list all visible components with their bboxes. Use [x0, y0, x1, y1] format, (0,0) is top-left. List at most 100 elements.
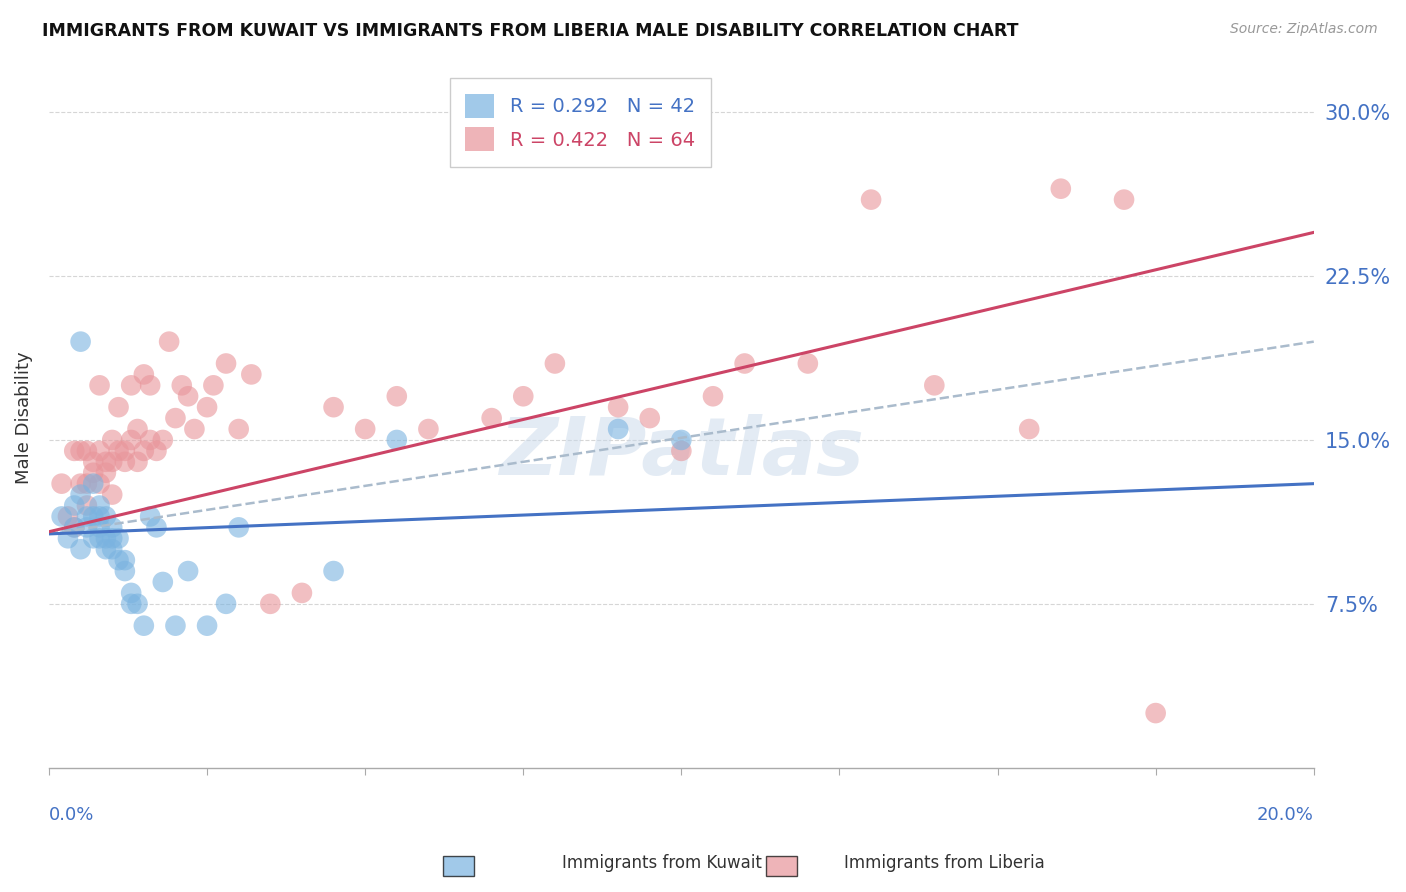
Point: [1112, 193, 1135, 207]
Point: [89, 443, 111, 458]
Point: [120, 597, 142, 611]
Point: [89, 499, 111, 513]
Point: [177, 389, 200, 403]
Point: [120, 433, 142, 447]
Point: [89, 476, 111, 491]
Point: [702, 389, 724, 403]
Point: [322, 400, 344, 414]
Point: [354, 422, 377, 436]
Point: [145, 520, 167, 534]
Point: [215, 597, 238, 611]
Point: [1049, 182, 1071, 196]
Point: [1144, 706, 1167, 720]
Point: [51, 509, 73, 524]
Point: [107, 443, 129, 458]
Point: [69, 487, 91, 501]
Point: [177, 564, 200, 578]
Point: [63, 520, 86, 534]
Point: [82, 455, 104, 469]
Point: [101, 542, 124, 557]
Point: [202, 378, 225, 392]
Point: [94, 542, 117, 557]
Point: [734, 356, 756, 370]
Point: [76, 509, 98, 524]
Point: [145, 443, 167, 458]
Point: [76, 499, 98, 513]
Point: [195, 618, 218, 632]
Point: [607, 422, 630, 436]
Point: [101, 433, 124, 447]
Point: [76, 520, 98, 534]
Point: [63, 443, 86, 458]
Point: [139, 509, 162, 524]
Point: [638, 411, 661, 425]
Point: [671, 433, 693, 447]
Text: 20.0%: 20.0%: [1257, 806, 1313, 824]
Point: [259, 597, 281, 611]
Point: [671, 443, 693, 458]
Point: [127, 597, 149, 611]
Point: [120, 586, 142, 600]
Point: [101, 531, 124, 545]
Point: [127, 455, 149, 469]
Point: [114, 455, 136, 469]
Point: [56, 531, 79, 545]
Point: [94, 455, 117, 469]
Point: [114, 443, 136, 458]
Text: Source: ZipAtlas.com: Source: ZipAtlas.com: [1230, 22, 1378, 37]
Point: [89, 520, 111, 534]
Point: [101, 520, 124, 534]
Point: [82, 476, 104, 491]
Point: [63, 520, 86, 534]
Point: [385, 389, 408, 403]
Point: [94, 466, 117, 480]
Point: [152, 433, 174, 447]
Point: [63, 499, 86, 513]
Point: [89, 378, 111, 392]
Point: [860, 193, 883, 207]
Point: [69, 443, 91, 458]
Point: [215, 356, 238, 370]
Point: [165, 411, 187, 425]
Text: ZIPatlas: ZIPatlas: [499, 414, 863, 492]
Point: [228, 422, 250, 436]
Point: [152, 574, 174, 589]
Point: [120, 378, 142, 392]
Point: [69, 476, 91, 491]
Point: [56, 509, 79, 524]
Point: [76, 476, 98, 491]
Point: [107, 553, 129, 567]
Point: [165, 618, 187, 632]
Point: [132, 618, 155, 632]
Text: Immigrants from Kuwait: Immigrants from Kuwait: [562, 855, 762, 872]
Point: [797, 356, 820, 370]
Point: [76, 443, 98, 458]
Point: [132, 443, 155, 458]
Legend: R = 0.292   N = 42, R = 0.422   N = 64: R = 0.292 N = 42, R = 0.422 N = 64: [450, 78, 710, 167]
Point: [157, 334, 180, 349]
Point: [170, 378, 193, 392]
Point: [114, 553, 136, 567]
Point: [195, 400, 218, 414]
Text: IMMIGRANTS FROM KUWAIT VS IMMIGRANTS FROM LIBERIA MALE DISABILITY CORRELATION CH: IMMIGRANTS FROM KUWAIT VS IMMIGRANTS FRO…: [42, 22, 1019, 40]
Point: [1018, 422, 1040, 436]
Point: [82, 531, 104, 545]
Point: [101, 455, 124, 469]
Point: [89, 509, 111, 524]
Point: [385, 433, 408, 447]
Point: [69, 542, 91, 557]
Point: [183, 422, 205, 436]
Point: [127, 422, 149, 436]
Point: [924, 378, 946, 392]
Point: [94, 509, 117, 524]
Point: [94, 531, 117, 545]
Point: [240, 368, 263, 382]
Point: [228, 520, 250, 534]
Point: [89, 531, 111, 545]
Text: Immigrants from Liberia: Immigrants from Liberia: [844, 855, 1045, 872]
Point: [107, 531, 129, 545]
Point: [291, 586, 314, 600]
Point: [132, 368, 155, 382]
Point: [544, 356, 567, 370]
Point: [607, 400, 630, 414]
